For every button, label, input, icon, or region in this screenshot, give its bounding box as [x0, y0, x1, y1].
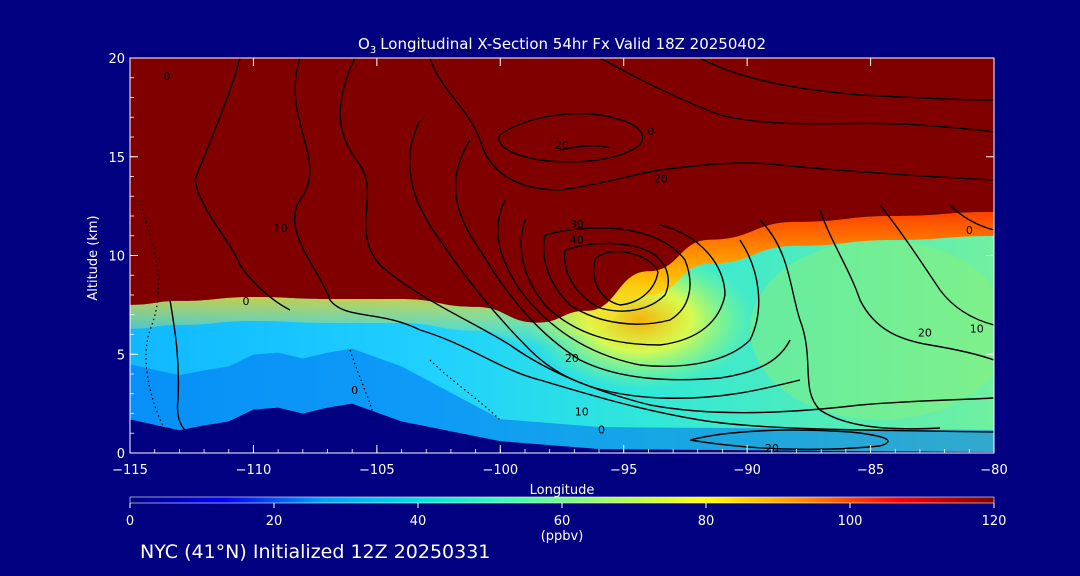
contour-label: 0 [966, 224, 973, 237]
colorbar-tick-label: 100 [838, 514, 863, 529]
colorbar-tick-label: 120 [982, 514, 1007, 529]
contour-line [559, 145, 611, 151]
contour-line [408, 119, 801, 399]
ozone-contours [139, 58, 994, 451]
axes: −115 −110 −105 −100 −95 −90 −85 −80 0 5 10 15 20 [108, 52, 1007, 478]
contour-line [497, 199, 760, 367]
contour-line [593, 251, 659, 306]
chart-title: O3 Longitudinal X-Section 54hr Fx Valid 1… [358, 35, 766, 56]
surface-boundary-layer [130, 348, 994, 453]
contour-line [949, 204, 994, 231]
contour-line [699, 58, 994, 101]
x-tick-label: −100 [482, 463, 518, 478]
contour-labels: 0 0 0 0 0 0 10 10 10 20 20 20 20 20 30 40 [164, 70, 984, 455]
contour-label: 20 [765, 442, 779, 455]
y-tick-label: 0 [117, 447, 125, 462]
contour-label: 40 [570, 234, 584, 247]
contour-line [689, 429, 889, 451]
contour-line-dotted [349, 349, 376, 421]
colorbar [129, 496, 995, 504]
contour-label: 20 [918, 327, 932, 340]
colorbar-tick-label: 60 [554, 514, 571, 529]
contour-line [563, 242, 669, 312]
eastern-ozone-region [750, 240, 994, 420]
contour-line [879, 204, 994, 326]
contour-label: 0 [243, 295, 250, 308]
x-axis-label: Longitude [530, 483, 595, 498]
contour-line [599, 58, 994, 133]
contour-line [429, 58, 994, 191]
contour-line [520, 219, 726, 346]
contour-line [339, 58, 994, 414]
colorbar-tick-label: 0 [126, 514, 134, 529]
contour-label: 0 [164, 70, 171, 83]
contour-line [819, 209, 994, 361]
contour-label: 10 [274, 222, 288, 235]
x-tick-label: −115 [112, 463, 148, 478]
x-tick-label: −80 [980, 463, 1007, 478]
contour-label: 20 [565, 352, 579, 365]
contour-label: 0 [351, 384, 358, 397]
colorbar-tick-label: 20 [266, 514, 283, 529]
contour-label: 10 [575, 406, 589, 419]
contour-line [498, 113, 644, 163]
x-tick-label: −85 [857, 463, 884, 478]
x-tick-label: −110 [236, 463, 272, 478]
initialization-footer: NYC (41°N) Initialized 12Z 20250331 [140, 541, 491, 563]
contour-line [194, 58, 291, 311]
colorbar-ticks: 0 20 40 60 80 100 120 [126, 503, 1007, 529]
contour-label: 0 [598, 423, 605, 436]
contour-line [543, 227, 691, 325]
y-tick-label: 5 [117, 348, 125, 363]
colorbar-unit-label: (ppbv) [541, 529, 584, 544]
contour-label: 20 [555, 139, 569, 152]
contour-label: 20 [654, 172, 668, 185]
x-tick-label: −105 [359, 463, 395, 478]
colorbar-tick-label: 40 [410, 514, 427, 529]
contour-line-dotted [429, 359, 501, 421]
x-tick-label: −90 [733, 463, 760, 478]
contour-line [293, 58, 994, 433]
y-tick-label: 10 [108, 250, 125, 265]
contour-line [169, 299, 186, 431]
contour-line [759, 219, 941, 430]
plot-area: 0 0 0 0 0 0 10 10 10 20 20 20 20 20 30 40 [130, 58, 994, 455]
contour-line [454, 139, 791, 381]
y-axis-label: Altitude (km) [86, 215, 101, 300]
contour-label: 0 [647, 125, 654, 138]
colorbar-tick-label: 80 [698, 514, 715, 529]
contour-label: 10 [970, 323, 984, 336]
terrain-mask [130, 403, 994, 453]
contour-label: 30 [570, 218, 584, 231]
contour-line-dotted [139, 199, 166, 431]
y-tick-label: 15 [108, 151, 125, 166]
x-tick-label: −95 [610, 463, 637, 478]
y-tick-label: 20 [108, 52, 125, 67]
